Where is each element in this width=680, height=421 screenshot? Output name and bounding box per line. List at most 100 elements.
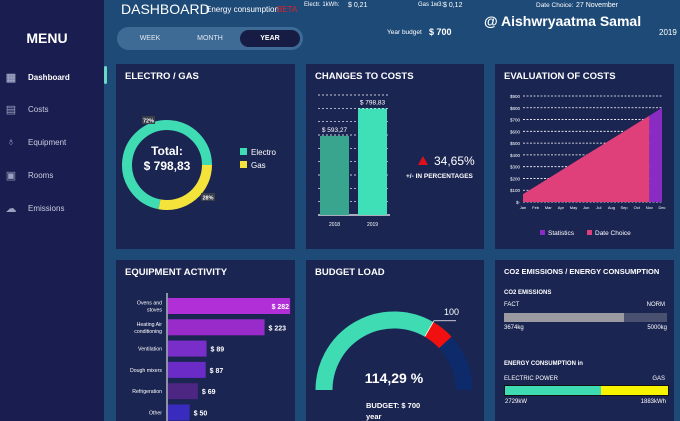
gas-label: Gas 1м3: bbox=[418, 2, 444, 8]
category-label: Ventilation bbox=[138, 347, 162, 353]
fact-label: FACT bbox=[504, 302, 520, 308]
donut-chart: Total: $ 798,83 72% 28% Electro Gas bbox=[122, 116, 276, 210]
bar-3 bbox=[168, 361, 206, 378]
date-label: Date Choice: bbox=[536, 2, 574, 9]
electro-pct-label: 72% bbox=[143, 119, 154, 125]
page-title: DASHBOARD bbox=[121, 1, 210, 17]
scrollbar-indicator[interactable] bbox=[104, 66, 107, 84]
gauge-fill bbox=[315, 311, 434, 391]
period-toggle[interactable]: WEEK MONTH YEAR bbox=[117, 27, 303, 50]
legend-swatch-statistics bbox=[540, 230, 545, 235]
year-value: 2019 bbox=[659, 28, 677, 37]
budget-text: BUDGET: $ 700 bbox=[366, 401, 420, 410]
y-tick-label: $- bbox=[516, 200, 521, 205]
bar-data-label: $ 282 bbox=[272, 304, 290, 311]
category-label: Other bbox=[149, 411, 162, 417]
panel-title: EQUIPMENT ACTIVITY bbox=[125, 267, 228, 278]
date-value: 27 November bbox=[576, 2, 619, 9]
bar-2018 bbox=[320, 135, 349, 215]
y-tick-label: $400 bbox=[510, 153, 521, 158]
x-tick-label: Mar bbox=[545, 205, 553, 210]
menu-title: MENU bbox=[26, 30, 68, 46]
area-date-choice bbox=[523, 115, 650, 202]
bar-2019 bbox=[358, 108, 387, 215]
category-label: Dough mixers bbox=[130, 368, 162, 374]
sidebar-item-label: Rooms bbox=[28, 170, 54, 180]
bar-data-label: $ 798,83 bbox=[360, 99, 386, 106]
sidebar-item-equipment[interactable]: ♁ Equipment bbox=[4, 133, 66, 151]
panel-title: CHANGES TO COSTS bbox=[315, 71, 414, 82]
gauge-value: 114,29 % bbox=[365, 370, 424, 386]
co2-panel: CO2 EMISSIONS / ENERGY CONSUMPTION CO2 E… bbox=[495, 260, 674, 421]
legend-date-choice: Date Choice bbox=[595, 230, 631, 237]
y-tick-label: $700 bbox=[510, 118, 521, 123]
sidebar-item-label: Costs bbox=[28, 104, 49, 114]
sidebar-item-label: Dashboard bbox=[28, 72, 70, 82]
bar-data-label: $ 87 bbox=[210, 368, 224, 375]
beta-badge: BETA bbox=[277, 5, 298, 14]
electro-pct-bg bbox=[142, 116, 155, 124]
equipment-panel: EQUIPMENT ACTIVITY Ovens and stoves $ 282 H… bbox=[116, 260, 295, 421]
x-tick-label: Jun bbox=[583, 205, 589, 210]
legend-swatch-date-choice bbox=[587, 230, 592, 235]
gauge-threshold-label: 100 bbox=[444, 307, 459, 317]
budget-period: year bbox=[366, 412, 382, 421]
sidebar-item-rooms[interactable]: ▣ Rooms bbox=[4, 166, 54, 184]
change-label: +/- IN PERCENTAGES bbox=[406, 173, 474, 180]
sidebar-item-costs[interactable]: ▤ Costs bbox=[4, 100, 49, 118]
dashboard-icon: ▦ bbox=[5, 71, 17, 84]
legend-gas: Gas bbox=[251, 161, 266, 170]
sidebar-item-dashboard[interactable]: ▦ Dashboard bbox=[4, 68, 70, 86]
area-statistics bbox=[649, 107, 662, 202]
gauge-overflow bbox=[424, 322, 452, 349]
x-tick-label: Dec bbox=[658, 205, 665, 210]
electric-label: ELECTRIC POWER bbox=[504, 376, 559, 382]
y-tick-label: $300 bbox=[510, 165, 521, 170]
co2-progress bbox=[504, 313, 667, 322]
author-watermark: @ Aishwryaatma Samal bbox=[484, 13, 642, 29]
total-label: Total: bbox=[151, 144, 183, 158]
tab-week[interactable]: WEEK bbox=[139, 35, 161, 42]
legend-swatch-electro bbox=[240, 148, 247, 155]
category-label: stoves bbox=[147, 308, 162, 314]
bar-1 bbox=[168, 319, 265, 336]
donut-slice-electro bbox=[122, 120, 212, 210]
x-tick-label: Sep bbox=[621, 205, 629, 210]
norm-value: 5000kg bbox=[647, 325, 667, 331]
x-tick-label: Aug bbox=[608, 205, 615, 210]
y-tick-label: $900 bbox=[510, 94, 521, 99]
bar-2 bbox=[168, 340, 207, 357]
changes-chart: $ 593,27 2018 $ 798,83 2019 34,65% +/- IN P… bbox=[318, 94, 475, 228]
page-subtitle: Energy consumption bbox=[206, 5, 279, 14]
x-tick-label: Jan bbox=[520, 205, 526, 210]
bar-0 bbox=[168, 298, 291, 314]
y-tick-label: $800 bbox=[510, 106, 521, 111]
tab-month[interactable]: MONTH bbox=[197, 35, 223, 42]
bar-data-label: $ 89 bbox=[211, 347, 225, 354]
bar-5 bbox=[168, 404, 190, 421]
legend-statistics: Statistics bbox=[548, 230, 575, 237]
gas-label: GAS bbox=[652, 376, 665, 382]
category-label: conditioning bbox=[134, 329, 162, 335]
tab-year[interactable]: YEAR bbox=[240, 30, 300, 47]
gas-value: 1883kWh bbox=[640, 399, 666, 405]
electric-value: 2729kW bbox=[505, 399, 528, 405]
energy-progress-fill bbox=[505, 386, 602, 395]
changes-panel: CHANGES TO COSTS $ 593,27 2018 $ 798,83 201… bbox=[306, 64, 484, 249]
category-label: Ovens and bbox=[137, 301, 162, 307]
rooms-icon: ▣ bbox=[5, 169, 17, 182]
energy-progress bbox=[504, 385, 669, 396]
x-tick-label: Nov bbox=[646, 205, 653, 210]
evaluation-panel: EVALUATION OF COSTS $- $100 $200 $300 $400 $5… bbox=[495, 64, 674, 249]
sidebar-item-emissions[interactable]: ☁ Emissions bbox=[4, 199, 65, 217]
category-label: Heating Air bbox=[137, 322, 163, 328]
co2-progress-fill bbox=[504, 313, 624, 322]
bar-4 bbox=[168, 383, 198, 400]
fact-value: 3674kg bbox=[504, 325, 524, 331]
x-tick-label: 2018 bbox=[329, 222, 340, 228]
change-value: 34,65% bbox=[434, 154, 475, 168]
panel-title: BUDGET LOAD bbox=[315, 267, 385, 278]
electr-label: Electr. 1kWh: bbox=[304, 2, 340, 8]
budget-label: Year budget bbox=[387, 29, 422, 36]
